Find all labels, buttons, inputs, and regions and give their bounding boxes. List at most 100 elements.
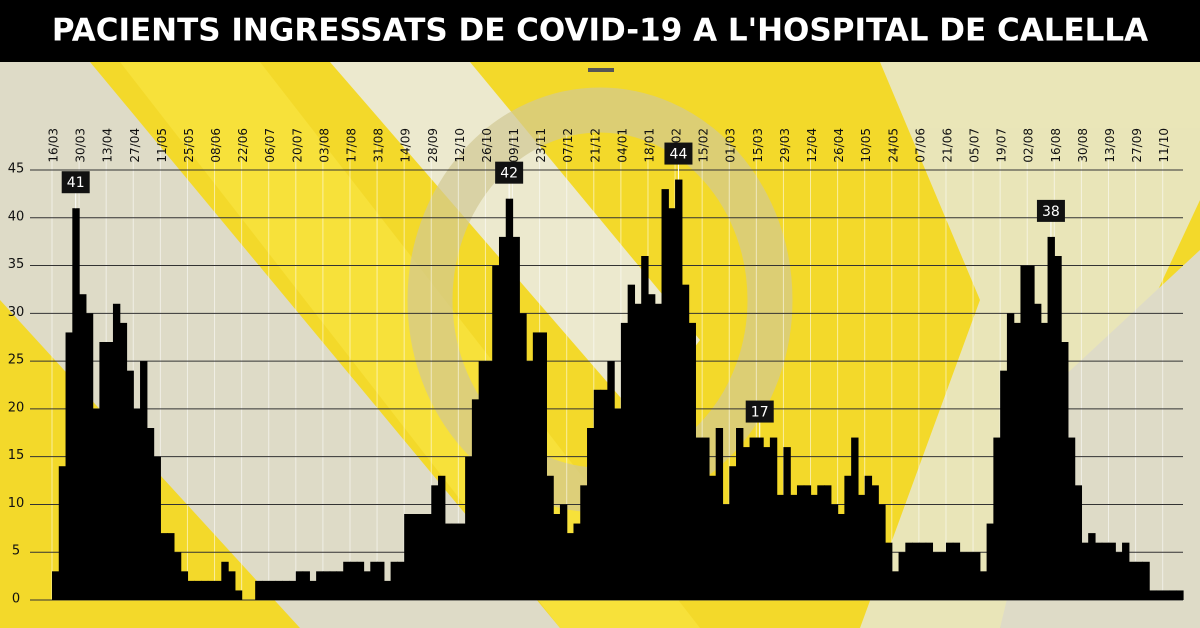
bar (844, 475, 852, 600)
bar (790, 494, 798, 600)
bar (620, 322, 629, 600)
x-tick-label: 15/02 (697, 128, 711, 163)
bar (810, 494, 818, 600)
bar (925, 542, 934, 600)
bar (485, 361, 493, 600)
x-tick-label: 06/07 (263, 128, 277, 163)
bar (1108, 542, 1116, 600)
bar (702, 437, 710, 600)
bar (187, 580, 195, 600)
bar (180, 571, 189, 600)
x-tick-label: 12/04 (805, 128, 819, 163)
bar (722, 504, 730, 600)
bar (1101, 542, 1110, 600)
label-box (495, 161, 524, 184)
bar (851, 437, 859, 600)
y-tick-label: 10 (8, 496, 25, 511)
x-tick-label: 11/05 (155, 128, 169, 163)
bar (796, 485, 805, 600)
value-label: 17 (751, 405, 769, 421)
bar (309, 580, 317, 600)
x-tick-label: 22/06 (236, 128, 250, 163)
y-tick-label: 35 (8, 257, 25, 272)
x-tick-label: 11/10 (1157, 128, 1171, 163)
bar (830, 504, 839, 600)
bar (58, 466, 67, 600)
x-tick-label: 29/03 (778, 128, 792, 163)
bar (776, 494, 785, 600)
bar (587, 428, 595, 600)
bar (275, 580, 283, 600)
x-tick-label: 18/01 (642, 128, 656, 163)
bar (370, 561, 378, 600)
x-tick-label: 07/06 (913, 128, 927, 163)
bar (1149, 590, 1157, 600)
bar (641, 256, 649, 600)
bar (519, 313, 527, 600)
bar (681, 284, 690, 600)
bar (79, 294, 87, 600)
bar (268, 580, 277, 600)
x-tick-label: 21/06 (940, 128, 954, 163)
y-tick-label: 15 (8, 448, 25, 463)
value-label: 44 (670, 147, 688, 163)
bar (505, 198, 514, 600)
bar (736, 428, 744, 600)
bar (580, 485, 588, 600)
x-tick-label: 10/05 (859, 128, 873, 163)
bar (234, 590, 243, 600)
bar (559, 504, 568, 600)
bar (471, 399, 480, 600)
bar (945, 542, 954, 600)
bar (803, 485, 812, 600)
bar (824, 485, 832, 600)
x-tick-label: 02/08 (1022, 128, 1036, 163)
bar (1176, 590, 1184, 600)
bar (397, 561, 405, 600)
bar (817, 485, 825, 600)
bar (878, 504, 886, 600)
bar (905, 542, 913, 600)
x-tick-label: 01/03 (724, 128, 738, 163)
y-tick-label: 0 (12, 592, 20, 607)
bar (1142, 561, 1150, 600)
x-tick-label: 27/04 (128, 128, 142, 163)
bar (952, 542, 961, 600)
bar (593, 389, 602, 600)
bar (349, 561, 358, 600)
bar (424, 514, 432, 600)
bar (444, 523, 453, 600)
bar (140, 361, 148, 600)
bar (1061, 342, 1069, 600)
bar (912, 542, 920, 600)
bar (52, 571, 60, 600)
bar (316, 571, 324, 600)
bar (119, 322, 128, 600)
bar (532, 332, 541, 600)
label-box (664, 142, 693, 165)
bar (959, 552, 967, 600)
bar (837, 514, 845, 600)
bar (675, 179, 683, 601)
x-tick-label: 16/08 (1049, 128, 1063, 163)
bar (918, 542, 927, 600)
value-label: 41 (67, 175, 85, 191)
y-tick-label: 5 (12, 544, 20, 559)
bar (99, 342, 107, 600)
bar (891, 571, 900, 600)
bar (106, 342, 114, 600)
bar (871, 485, 879, 600)
chart-title: PACIENTS INGRESSATS DE COVID-19 A L'HOSP… (52, 13, 1148, 49)
bar (1020, 265, 1028, 600)
x-tick-label: 13/04 (101, 128, 115, 163)
bar (769, 437, 778, 600)
bar (1054, 256, 1062, 600)
bar (404, 514, 412, 600)
x-tick-label: 14/09 (399, 128, 413, 163)
x-tick-label: 12/10 (453, 128, 467, 163)
bar (1169, 590, 1177, 600)
x-tick-label: 28/09 (426, 128, 440, 163)
bar (383, 580, 392, 600)
label-box (745, 400, 774, 423)
